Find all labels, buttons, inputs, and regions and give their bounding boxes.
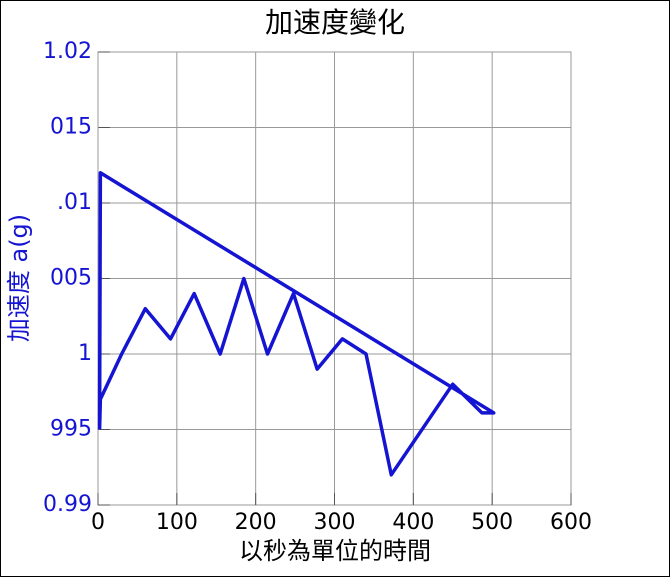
- x-tick-label: 400: [392, 510, 434, 535]
- x-tick-label: 0: [91, 510, 105, 535]
- y-tick-label: 995: [50, 417, 92, 442]
- data-line: [97, 171, 496, 477]
- y-axis-label: 加速度 a(g): [5, 214, 33, 342]
- chart-title: 加速度變化: [265, 6, 405, 39]
- x-tick-label: 500: [471, 510, 513, 535]
- x-tick-label: 600: [550, 510, 592, 535]
- y-tick-label: 1.02: [43, 39, 92, 64]
- y-tick-label: 0.99: [43, 492, 92, 517]
- x-tick-label: 300: [314, 510, 356, 535]
- x-tick-label: 100: [156, 510, 198, 535]
- y-tick-label: 005: [50, 266, 92, 291]
- y-tick-label: .01: [57, 190, 92, 215]
- x-axis-label: 以秒為單位的時間: [239, 537, 431, 565]
- y-tick-label: 1: [78, 341, 92, 366]
- x-tick-label: 200: [235, 510, 277, 535]
- y-tick-label: 015: [50, 115, 92, 140]
